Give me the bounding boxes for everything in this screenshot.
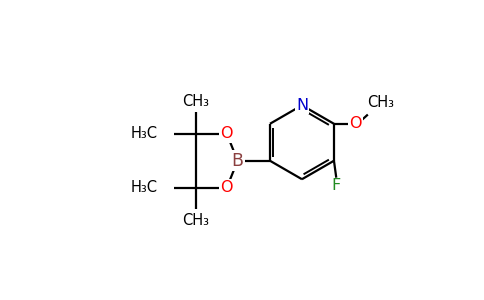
Text: O: O xyxy=(221,126,233,141)
Text: H₃C: H₃C xyxy=(131,126,157,141)
Text: CH₃: CH₃ xyxy=(182,212,210,227)
Text: O: O xyxy=(221,180,233,195)
Text: O: O xyxy=(349,116,362,131)
Text: F: F xyxy=(332,178,341,193)
Text: CH₃: CH₃ xyxy=(182,94,210,109)
Text: B: B xyxy=(232,152,243,170)
Text: N: N xyxy=(296,98,308,113)
Text: CH₃: CH₃ xyxy=(367,95,393,110)
Text: H₃C: H₃C xyxy=(131,180,157,195)
